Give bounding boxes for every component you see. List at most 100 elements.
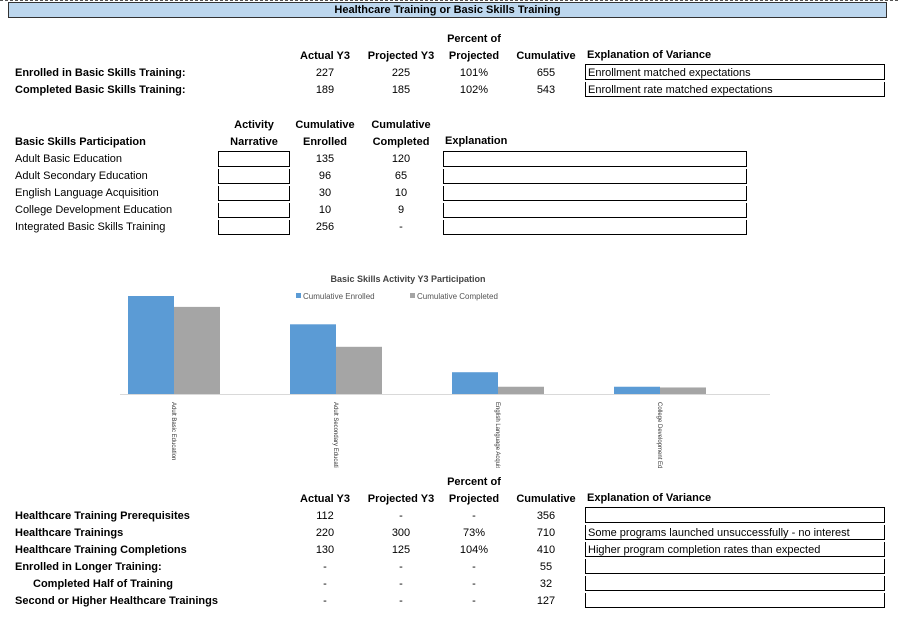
header-percent-of: Percent of <box>447 476 501 488</box>
section-title: Healthcare Training or Basic Skills Trai… <box>8 2 887 18</box>
explanation-input[interactable] <box>443 169 747 184</box>
header-completed-top: Cumulative <box>371 119 431 131</box>
row-label: Completed Half of Training <box>33 578 173 590</box>
cell-projected: - <box>399 578 403 590</box>
explanation-input[interactable]: Higher program completion rates than exp… <box>585 542 885 557</box>
header-percent: Projected <box>448 50 500 62</box>
category-label: Adult Secondary Education <box>332 402 338 468</box>
cell-percent: 101% <box>459 67 489 79</box>
cell-projected: 300 <box>391 527 411 539</box>
cell-completed: 9 <box>397 204 405 216</box>
row-label: Enrolled in Longer Training: <box>15 561 162 573</box>
cell-projected: 125 <box>391 544 411 556</box>
header-projected: Projected Y3 <box>367 493 435 505</box>
narrative-input[interactable] <box>218 203 290 218</box>
explanation-input[interactable] <box>443 203 747 218</box>
header-enrolled-top: Cumulative <box>295 119 355 131</box>
row-label: Healthcare Trainings <box>15 527 124 539</box>
cell-cumulative: 127 <box>536 595 556 607</box>
cell-completed: 10 <box>394 187 408 199</box>
row-label: English Language Acquisition <box>15 187 159 199</box>
header-cumulative: Cumulative <box>516 493 576 505</box>
explanation-input[interactable] <box>443 220 747 235</box>
row-label: College Development Education <box>15 204 173 216</box>
row-label: Completed Basic Skills Training: <box>15 84 186 96</box>
cell-actual: - <box>323 578 327 590</box>
explanation-input[interactable]: Enrollment rate matched expectations <box>585 82 885 97</box>
bar <box>128 296 174 394</box>
header-narrative: Narrative <box>230 136 278 148</box>
cell-projected: - <box>399 595 403 607</box>
row-label: Enrolled in Basic Skills Training: <box>15 67 186 79</box>
cell-enrolled: 30 <box>318 187 332 199</box>
bar <box>498 386 544 394</box>
explanation-input[interactable]: Enrollment matched expectations <box>585 64 885 80</box>
cell-enrolled: 96 <box>318 170 332 182</box>
page-break-line <box>0 0 898 1</box>
row-label: Adult Basic Education <box>15 153 123 165</box>
chart-title: Basic Skills Activity Y3 Participation <box>330 274 485 284</box>
header-percent: Projected <box>448 493 500 505</box>
cell-percent: 73% <box>462 527 486 539</box>
bar <box>336 346 382 394</box>
cell-projected: 225 <box>391 67 411 79</box>
cell-cumulative: 410 <box>536 544 556 556</box>
cell-percent: 104% <box>459 544 489 556</box>
cell-actual: 112 <box>316 510 334 522</box>
cell-percent: 102% <box>459 84 489 96</box>
cell-completed: 65 <box>394 170 408 182</box>
cell-enrolled: 256 <box>315 221 335 233</box>
explanation-input[interactable] <box>443 151 747 167</box>
narrative-input[interactable] <box>218 220 290 235</box>
header-cumulative: Cumulative <box>516 50 576 62</box>
row-label: Adult Secondary Education <box>15 170 148 182</box>
row-label: Healthcare Training Completions <box>15 544 187 556</box>
narrative-input[interactable] <box>218 169 290 184</box>
cell-percent: - <box>472 561 476 573</box>
legend-swatch <box>296 293 301 298</box>
legend-swatch <box>410 293 415 298</box>
header-completed: Completed <box>372 136 430 148</box>
bar <box>452 372 498 394</box>
legend-label: Cumulative Enrolled <box>303 292 375 301</box>
row-label: Integrated Basic Skills Training <box>15 221 166 233</box>
cell-projected: - <box>399 561 403 573</box>
category-label: College Development Education <box>656 402 662 468</box>
explanation-input[interactable] <box>585 593 885 608</box>
cell-completed: - <box>399 221 403 233</box>
bar <box>660 387 706 394</box>
cell-projected: 185 <box>391 84 411 96</box>
header-explanation: Explanation <box>445 135 508 147</box>
legend-label: Cumulative Completed <box>417 292 498 301</box>
cell-percent: - <box>472 595 476 607</box>
cell-cumulative: 32 <box>539 578 553 590</box>
cell-cumulative: 55 <box>539 561 553 573</box>
header-explanation: Explanation of Variance <box>587 49 712 61</box>
cell-cumulative: 356 <box>536 510 556 522</box>
header-percent-of: Percent of <box>447 33 501 45</box>
bar <box>290 324 336 394</box>
narrative-input[interactable] <box>218 151 290 167</box>
cell-enrolled: 10 <box>318 204 332 216</box>
bar <box>174 306 220 394</box>
participation-chart: Basic Skills Activity Y3 Participation Cu… <box>120 274 770 468</box>
explanation-input[interactable] <box>443 186 747 201</box>
header-projected: Projected Y3 <box>367 50 435 62</box>
cell-actual: - <box>323 561 327 573</box>
cell-actual: 130 <box>315 544 335 556</box>
cell-actual: 220 <box>315 527 335 539</box>
header-actual: Actual Y3 <box>300 50 350 62</box>
explanation-input[interactable] <box>585 559 885 574</box>
row-label: Second or Higher Healthcare Trainings <box>15 595 218 607</box>
header-activity: Activity <box>234 119 274 131</box>
cell-percent: - <box>472 578 476 590</box>
header-actual: Actual Y3 <box>300 493 350 505</box>
cell-enrolled: 135 <box>315 153 335 165</box>
bar <box>614 386 660 394</box>
explanation-input[interactable] <box>585 507 885 523</box>
explanation-input[interactable] <box>585 576 885 591</box>
cell-cumulative: 655 <box>536 67 556 79</box>
cell-actual: 189 <box>315 84 335 96</box>
explanation-input[interactable]: Some programs launched unsuccessfully - … <box>585 525 885 540</box>
narrative-input[interactable] <box>218 186 290 201</box>
